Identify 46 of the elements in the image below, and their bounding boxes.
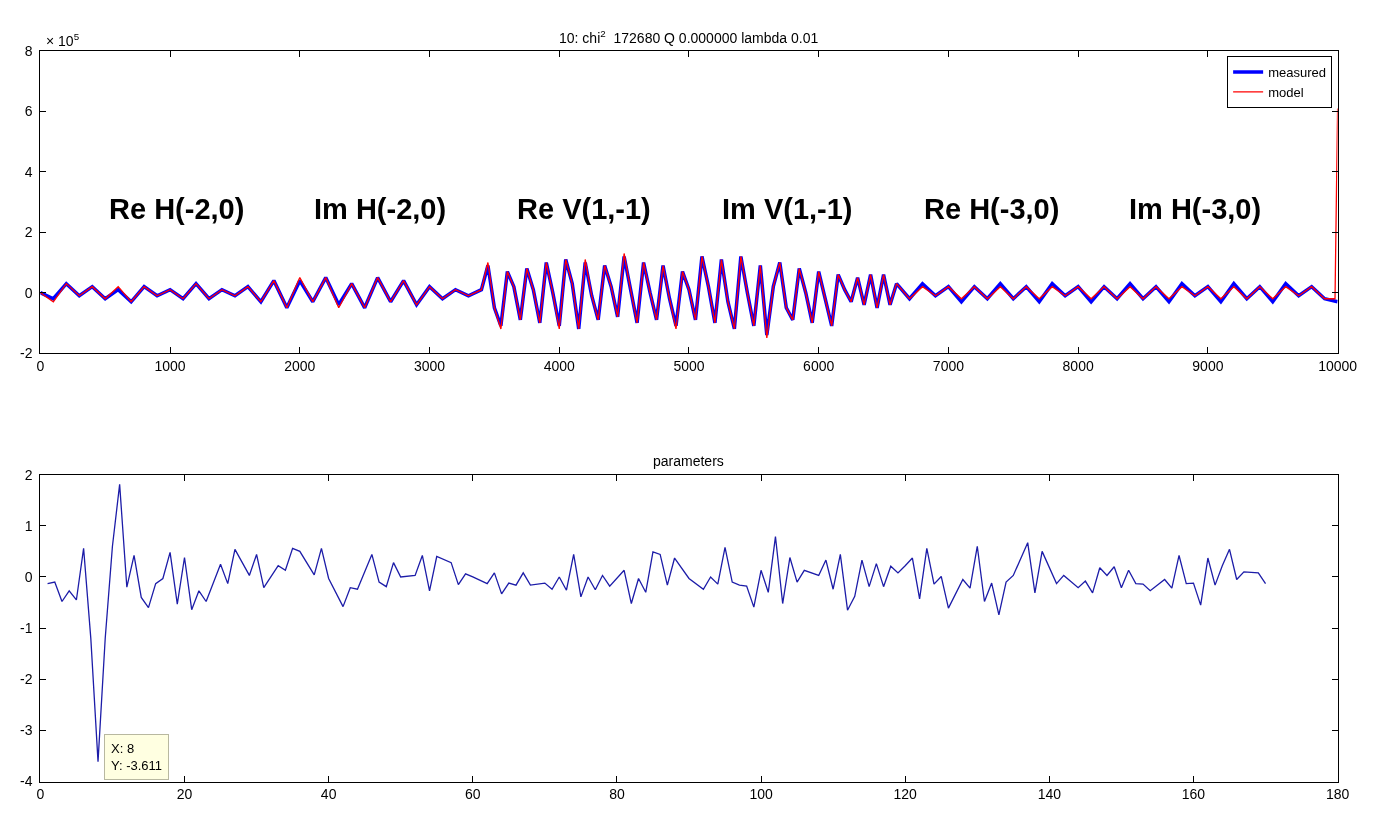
y-tick-label: 2 [24,224,33,241]
chart-title: 10: chi$^{2}$ 172680 Q 0.000000 lambda 0.01 [559,28,819,46]
x-tick-label: 160 [1181,786,1206,803]
x-tick-label: 5000 [673,357,705,374]
chart-title: parameters [653,453,724,469]
y-tick-label: -2 [20,345,33,361]
x-tick-label: 8000 [1062,357,1094,374]
annotation: Re V(1,-1) [517,193,651,225]
x-tick-label: 0 [36,357,45,374]
y-tick-label: -2 [20,671,33,688]
x-tick-label: 60 [464,786,481,803]
x-tick-label: 7000 [932,357,965,374]
legend-label: measured [1268,64,1326,80]
x-tick-label: 3000 [413,357,446,374]
annotation: Im H(-2,0) [314,193,447,225]
annotation: Re H(-3,0) [924,193,1060,225]
x-tick-label: 40 [320,786,337,803]
y-tick-label: 4 [24,163,33,180]
x-tick-label: 9000 [1192,357,1224,374]
y-tick-label: 8 [24,43,33,60]
x-tick-label: 180 [1325,786,1350,803]
x-tick-label: 120 [893,786,918,803]
x-tick-label: 6000 [803,357,835,374]
text: × 10$^{5}$ [46,31,80,49]
y-tick-label: 0 [24,284,33,301]
y-tick-label: 0 [24,568,33,585]
legend-label: model [1268,84,1304,100]
y-tick-label: 2 [24,466,33,483]
y-tick-label: 6 [24,103,33,120]
x-tick-label: 20 [176,786,193,803]
x-tick-label: 1000 [154,357,186,374]
annotation: Re H(-2,0) [109,193,245,225]
y-tick-label: -4 [20,773,33,790]
y-tick-label: -3 [20,722,33,739]
x-tick-label: 80 [609,786,625,803]
x-tick-label: 2000 [284,357,316,374]
annotation: Im V(1,-1) [722,193,853,225]
y-tick-label: -1 [20,620,33,636]
y-tick-label: 1 [24,517,33,534]
x-tick-label: 140 [1037,786,1062,803]
x-tick-label: 4000 [543,357,576,374]
x-tick-label: 10000 [1318,357,1358,374]
x-tick-label: 100 [749,786,773,803]
x-tick-label: 0 [36,786,45,803]
annotation: X: 8 Y: -3.611 [111,741,163,773]
annotation: Im H(-3,0) [1129,193,1262,225]
